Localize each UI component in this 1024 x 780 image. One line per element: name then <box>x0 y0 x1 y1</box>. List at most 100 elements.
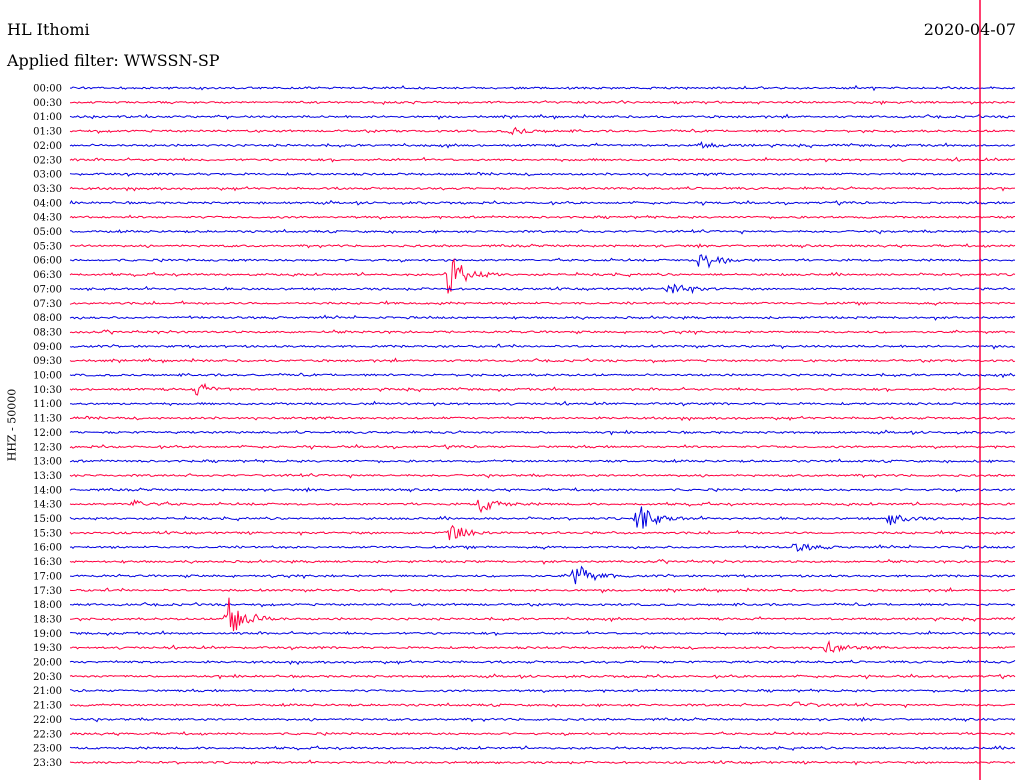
trace-line <box>69 745 1016 751</box>
trace-line <box>69 283 1016 295</box>
trace-line <box>69 214 1016 220</box>
trace-line <box>69 140 1016 149</box>
trace-line <box>69 602 1016 608</box>
trace-line <box>69 716 1016 723</box>
row-time-label: 12:30 <box>33 442 62 453</box>
trace-line <box>69 243 1016 249</box>
row-time-label: 04:30 <box>33 213 62 224</box>
row-time-label: 22:00 <box>33 715 62 726</box>
row-time-label: 15:00 <box>33 514 62 525</box>
trace-line <box>69 199 1016 206</box>
trace-line <box>70 84 1016 92</box>
row-time-label: 09:00 <box>33 342 62 353</box>
row-time-label: 20:00 <box>33 658 62 669</box>
trace-line <box>69 630 1016 637</box>
trace-line <box>69 186 1016 192</box>
trace-line <box>69 759 1016 766</box>
row-time-label: 00:00 <box>33 84 62 95</box>
row-time-label: 21:00 <box>33 686 62 697</box>
row-time-label: 15:30 <box>33 528 62 539</box>
row-time-label: 06:00 <box>33 256 62 267</box>
trace-line <box>70 730 1016 737</box>
row-time-label: 23:30 <box>33 758 62 769</box>
row-time-label: 03:30 <box>33 184 62 195</box>
row-time-label: 22:30 <box>33 729 62 740</box>
row-time-label: 01:30 <box>33 127 62 138</box>
row-time-label: 19:30 <box>33 643 62 654</box>
row-time-label: 12:00 <box>33 428 62 439</box>
row-time-label: 11:00 <box>33 399 62 410</box>
trace-line <box>69 524 1016 541</box>
row-time-label: 00:30 <box>33 98 62 109</box>
trace-line <box>70 400 1016 407</box>
trace-line <box>69 565 1016 585</box>
trace-line <box>69 329 1016 336</box>
row-time-label: 19:00 <box>33 629 62 640</box>
trace-line <box>69 171 1016 177</box>
row-time-label: 14:30 <box>33 500 62 511</box>
trace-line <box>69 372 1016 379</box>
date-label: 2020-04-07 <box>923 20 1016 39</box>
trace-line <box>69 673 1016 680</box>
trace-line <box>69 357 1016 364</box>
row-time-label: 17:00 <box>33 571 62 582</box>
row-time-label: 10:00 <box>33 371 62 382</box>
trace-line <box>69 228 1016 235</box>
row-time-label: 05:00 <box>33 227 62 238</box>
row-time-label: 07:30 <box>33 299 62 310</box>
trace-line <box>69 429 1016 436</box>
trace-line <box>69 458 1016 464</box>
row-time-label: 20:30 <box>33 672 62 683</box>
trace-line <box>69 701 1016 709</box>
trace-line <box>70 640 1016 653</box>
trace-line <box>69 257 1016 294</box>
row-time-label: 08:00 <box>33 313 62 324</box>
row-time-label: 02:00 <box>33 141 62 152</box>
trace-line <box>69 443 1016 450</box>
row-time-label: 17:30 <box>33 586 62 597</box>
trace-line <box>69 99 1016 106</box>
trace-line <box>69 113 1016 121</box>
row-time-label: 03:00 <box>33 170 62 181</box>
filter-label: Applied filter: WWSSN-SP <box>7 51 220 70</box>
trace-line <box>69 506 1016 529</box>
row-time-label: 08:30 <box>33 327 62 338</box>
row-time-label: 05:30 <box>33 241 62 252</box>
trace-line <box>69 382 1016 396</box>
row-time-label: 18:00 <box>33 600 62 611</box>
trace-line <box>69 659 1016 666</box>
trace-line <box>69 487 1016 493</box>
trace-line <box>69 472 1016 479</box>
row-time-label: 07:00 <box>33 284 62 295</box>
trace-line <box>69 156 1016 163</box>
trace-line <box>69 343 1016 350</box>
trace-line <box>69 300 1016 306</box>
row-time-label: 13:30 <box>33 471 62 482</box>
row-time-label: 02:30 <box>33 155 62 166</box>
trace-line <box>69 558 1016 565</box>
row-time-label: 14:00 <box>33 485 62 496</box>
row-time-label: 21:30 <box>33 701 62 712</box>
station-title: HL Ithomi <box>7 20 90 39</box>
trace-line <box>69 314 1016 321</box>
trace-line <box>69 415 1016 422</box>
trace-line <box>70 597 1016 632</box>
row-time-label: 16:30 <box>33 557 62 568</box>
row-time-label: 09:30 <box>33 356 62 367</box>
row-time-label: 04:00 <box>33 198 62 209</box>
row-time-label: 01:00 <box>33 112 62 123</box>
row-time-label: 10:30 <box>33 385 62 396</box>
row-time-label: 16:00 <box>33 543 62 554</box>
row-time-label: 13:00 <box>33 457 62 468</box>
row-time-label: 11:30 <box>33 414 62 425</box>
trace-line <box>69 543 1015 552</box>
row-time-label: 06:30 <box>33 270 62 281</box>
row-time-label: 18:30 <box>33 614 62 625</box>
trace-line <box>69 587 1016 594</box>
trace-line <box>69 254 1016 269</box>
row-time-label: 23:00 <box>33 744 62 755</box>
trace-line <box>69 498 1016 514</box>
trace-line <box>69 688 1016 694</box>
trace-line <box>69 126 1016 136</box>
